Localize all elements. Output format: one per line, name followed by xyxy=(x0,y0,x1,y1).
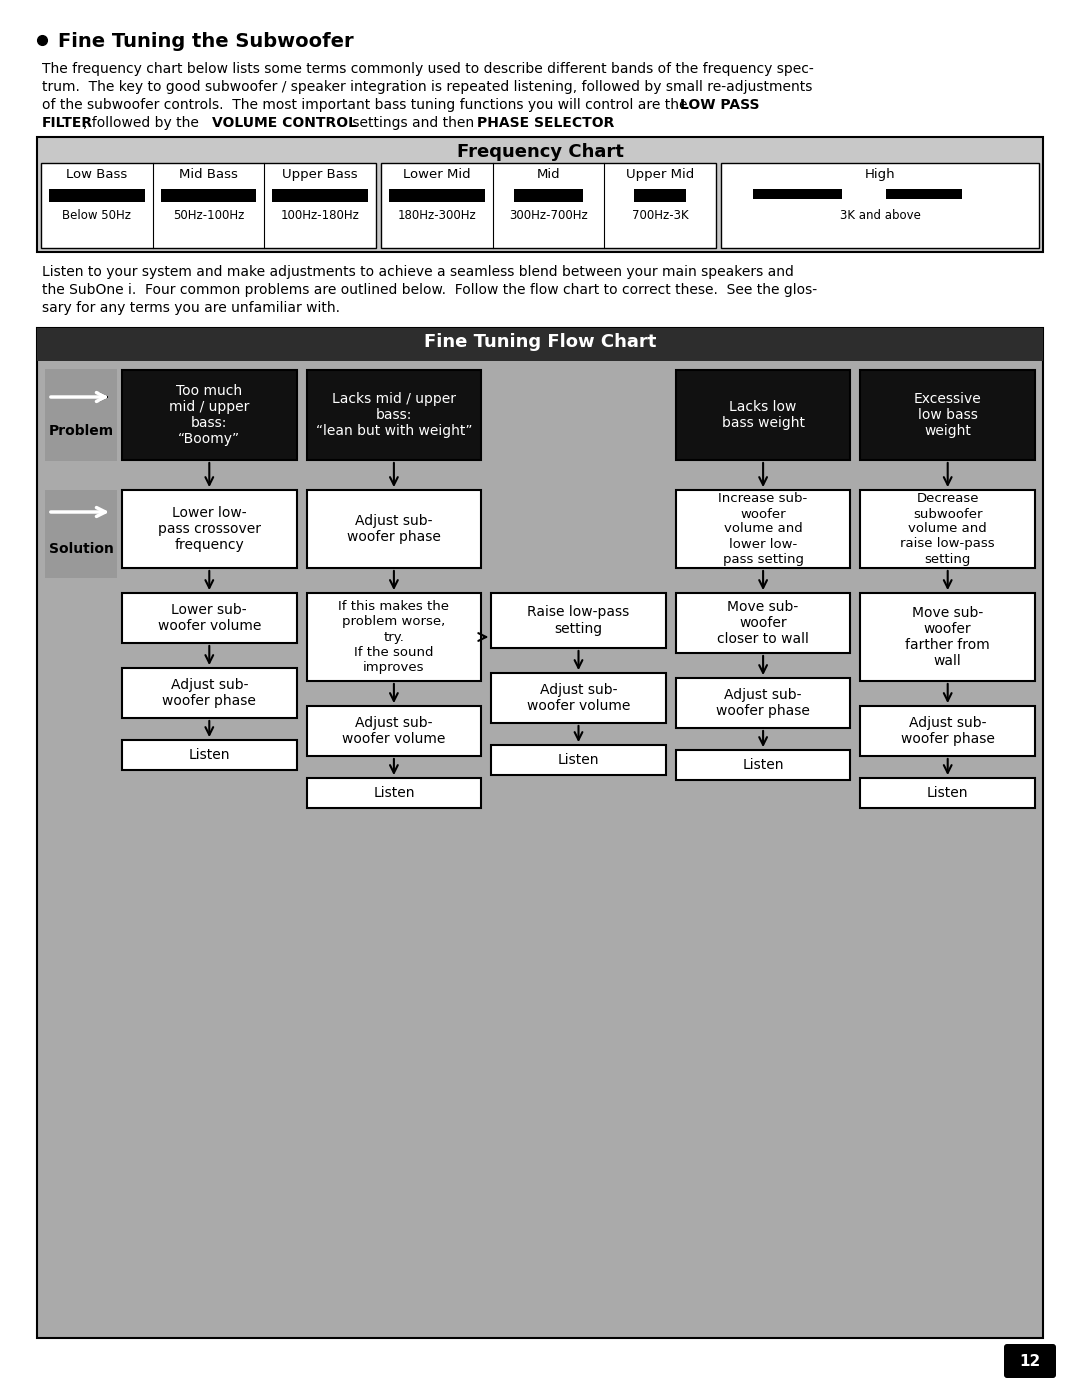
Text: Listen to your system and make adjustments to achieve a seamless blend between y: Listen to your system and make adjustmen… xyxy=(42,265,794,279)
Bar xyxy=(634,189,687,203)
Bar xyxy=(381,163,716,249)
Bar xyxy=(307,490,482,569)
Bar xyxy=(676,490,850,569)
Text: Upper Mid: Upper Mid xyxy=(626,168,694,182)
Bar xyxy=(861,778,1035,807)
Text: 700Hz-3K: 700Hz-3K xyxy=(632,210,688,222)
Text: Problem: Problem xyxy=(49,425,113,439)
Text: PHASE SELECTOR: PHASE SELECTOR xyxy=(477,116,615,130)
Text: Mid: Mid xyxy=(537,168,561,182)
Text: Solution: Solution xyxy=(49,542,113,556)
Bar xyxy=(272,189,368,203)
Text: 50Hz-100Hz: 50Hz-100Hz xyxy=(173,210,244,222)
Text: Too much
mid / upper
bass:
“Boomy”: Too much mid / upper bass: “Boomy” xyxy=(170,384,249,446)
Text: Lacks mid / upper
bass:
“lean but with weight”: Lacks mid / upper bass: “lean but with w… xyxy=(315,391,472,439)
Text: Mid Bass: Mid Bass xyxy=(179,168,238,182)
Text: Lower sub-
woofer volume: Lower sub- woofer volume xyxy=(158,604,261,633)
Text: .: . xyxy=(603,116,607,130)
Bar xyxy=(676,750,850,780)
Text: Raise low-pass
setting: Raise low-pass setting xyxy=(527,605,630,636)
Text: If this makes the
problem worse,
try.
If the sound
improves: If this makes the problem worse, try. If… xyxy=(338,601,449,673)
Text: 3K and above: 3K and above xyxy=(839,210,920,222)
Text: Listen: Listen xyxy=(374,787,415,800)
Bar xyxy=(122,740,297,770)
Bar xyxy=(676,370,850,460)
Text: Lower low-
pass crossover
frequency: Lower low- pass crossover frequency xyxy=(158,506,260,552)
Text: LOW PASS: LOW PASS xyxy=(680,98,759,112)
Text: Adjust sub-
woofer volume: Adjust sub- woofer volume xyxy=(342,715,446,746)
Bar xyxy=(307,592,482,680)
Text: sary for any terms you are unfamiliar with.: sary for any terms you are unfamiliar wi… xyxy=(42,300,340,314)
Text: Move sub-
woofer
farther from
wall: Move sub- woofer farther from wall xyxy=(905,606,990,668)
Text: Listen: Listen xyxy=(927,787,969,800)
Text: Adjust sub-
woofer volume: Adjust sub- woofer volume xyxy=(527,683,631,712)
Text: Move sub-
woofer
closer to wall: Move sub- woofer closer to wall xyxy=(717,599,809,647)
Bar xyxy=(753,189,841,198)
Bar xyxy=(49,189,145,203)
Text: High: High xyxy=(865,168,895,182)
Text: Lower Mid: Lower Mid xyxy=(403,168,471,182)
Bar xyxy=(307,370,482,460)
Bar xyxy=(861,705,1035,756)
Text: Adjust sub-
woofer phase: Adjust sub- woofer phase xyxy=(716,687,810,718)
Text: 300Hz-700Hz: 300Hz-700Hz xyxy=(509,210,588,222)
Text: Frequency Chart: Frequency Chart xyxy=(457,142,623,161)
Text: Excessive
low bass
weight: Excessive low bass weight xyxy=(914,391,982,439)
Text: 12: 12 xyxy=(1020,1354,1041,1369)
Bar xyxy=(887,189,962,198)
Bar xyxy=(491,592,665,648)
Bar xyxy=(122,668,297,718)
Text: Below 50Hz: Below 50Hz xyxy=(63,210,132,222)
Bar xyxy=(389,189,485,203)
Text: FILTER: FILTER xyxy=(42,116,93,130)
Text: 100Hz-180Hz: 100Hz-180Hz xyxy=(281,210,360,222)
Text: Fine Tuning Flow Chart: Fine Tuning Flow Chart xyxy=(423,332,657,351)
Bar xyxy=(861,370,1035,460)
Text: Listen: Listen xyxy=(189,747,230,761)
Bar xyxy=(491,745,665,775)
Bar xyxy=(861,490,1035,569)
Text: settings and then: settings and then xyxy=(348,116,478,130)
Bar xyxy=(37,137,1043,251)
Bar xyxy=(122,592,297,643)
Bar xyxy=(41,163,376,249)
Bar xyxy=(45,369,117,461)
Bar xyxy=(676,592,850,652)
Text: trum.  The key to good subwoofer / speaker integration is repeated listening, fo: trum. The key to good subwoofer / speake… xyxy=(42,80,812,94)
Text: Listen: Listen xyxy=(557,753,599,767)
Text: VOLUME CONTROL: VOLUME CONTROL xyxy=(212,116,357,130)
Text: Increase sub-
woofer
volume and
lower low-
pass setting: Increase sub- woofer volume and lower lo… xyxy=(718,493,808,566)
Bar xyxy=(676,678,850,728)
Text: Adjust sub-
woofer phase: Adjust sub- woofer phase xyxy=(901,715,995,746)
Text: Listen: Listen xyxy=(742,759,784,773)
Text: the SubOne i.  Four common problems are outlined below.  Follow the flow chart t: the SubOne i. Four common problems are o… xyxy=(42,284,818,298)
Bar xyxy=(45,490,117,578)
Bar xyxy=(307,705,482,756)
Bar xyxy=(37,328,1043,1338)
Text: Low Bass: Low Bass xyxy=(66,168,127,182)
Text: of the subwoofer controls.  The most important bass tuning functions you will co: of the subwoofer controls. The most impo… xyxy=(42,98,692,112)
Bar xyxy=(514,189,583,203)
Bar xyxy=(122,490,297,569)
Text: Adjust sub-
woofer phase: Adjust sub- woofer phase xyxy=(347,514,441,543)
Text: , followed by the: , followed by the xyxy=(83,116,203,130)
Bar xyxy=(491,673,665,724)
Bar xyxy=(307,778,482,807)
Text: 180Hz-300Hz: 180Hz-300Hz xyxy=(397,210,476,222)
Text: Lacks low
bass weight: Lacks low bass weight xyxy=(721,400,805,430)
Bar xyxy=(161,189,256,203)
Text: Upper Bass: Upper Bass xyxy=(282,168,357,182)
Text: Adjust sub-
woofer phase: Adjust sub- woofer phase xyxy=(162,678,256,708)
Bar xyxy=(721,163,1039,249)
Text: Decrease
subwoofer
volume and
raise low-pass
setting: Decrease subwoofer volume and raise low-… xyxy=(901,493,995,566)
FancyBboxPatch shape xyxy=(1004,1344,1056,1377)
Bar xyxy=(861,592,1035,680)
Bar xyxy=(37,328,1043,360)
Text: The frequency chart below lists some terms commonly used to describe different b: The frequency chart below lists some ter… xyxy=(42,61,813,75)
Bar xyxy=(122,370,297,460)
Text: Fine Tuning the Subwoofer: Fine Tuning the Subwoofer xyxy=(58,32,353,52)
